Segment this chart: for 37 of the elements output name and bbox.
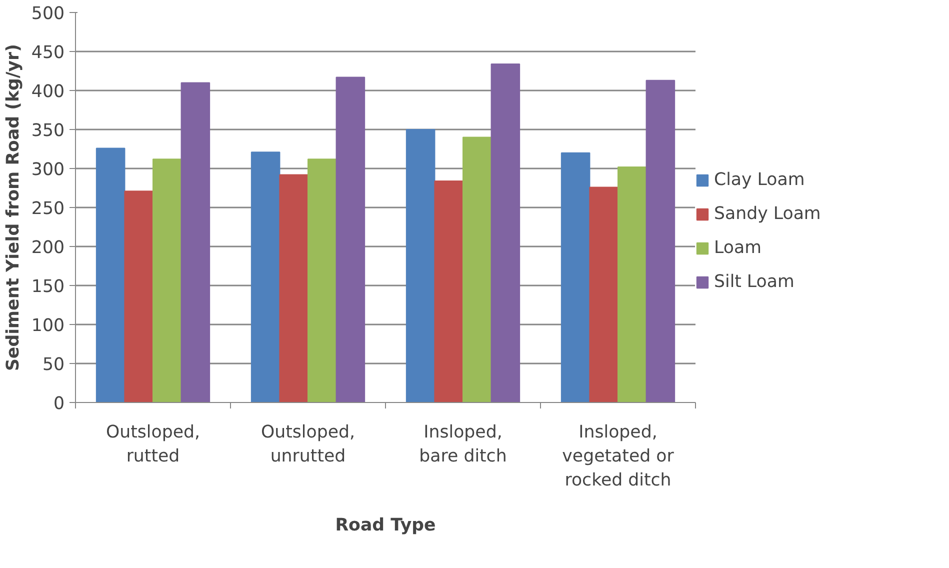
y-tick-label: 200 <box>31 238 65 258</box>
bar <box>618 166 647 402</box>
y-tick-label: 100 <box>31 316 65 336</box>
bar <box>279 174 308 402</box>
y-tick-label: 50 <box>42 355 65 375</box>
bar <box>152 158 182 402</box>
legend-label: Clay Loam <box>714 170 805 190</box>
legend-label: Sandy Loam <box>714 204 821 224</box>
bar <box>646 80 676 402</box>
bar <box>180 82 210 402</box>
y-axis-title: Sediment Yield from Road (kg/yr) <box>3 44 24 372</box>
y-tick-label: 500 <box>31 4 65 24</box>
x-axis-title: Road Type <box>335 516 436 536</box>
x-tick-label: Insloped, bare ditch <box>419 422 507 466</box>
x-tick-label: Outsloped, rutted <box>106 422 200 466</box>
y-tick-label: 250 <box>31 199 65 219</box>
y-tick-label: 450 <box>31 43 65 63</box>
x-tick-label: Outsloped, unrutted <box>260 422 356 466</box>
bar <box>560 152 590 402</box>
legend-label: Loam <box>714 238 762 258</box>
y-tick-label: 300 <box>31 160 65 180</box>
x-tick-label: Insloped, vegetated or rocked ditch <box>562 422 675 490</box>
bar <box>462 136 492 402</box>
y-tick-label: 0 <box>53 394 65 414</box>
bar <box>490 63 520 402</box>
y-tick-label: 350 <box>31 121 65 141</box>
y-tick-label: 400 <box>31 82 65 102</box>
bar <box>434 180 464 402</box>
legend-label: Silt Loam <box>714 272 794 292</box>
bar <box>124 190 154 402</box>
bar <box>250 152 280 402</box>
bar <box>406 129 436 402</box>
bar <box>96 148 126 402</box>
bar <box>308 158 337 402</box>
y-tick-label: 150 <box>31 277 65 297</box>
bar <box>589 186 618 402</box>
bar <box>336 76 366 402</box>
